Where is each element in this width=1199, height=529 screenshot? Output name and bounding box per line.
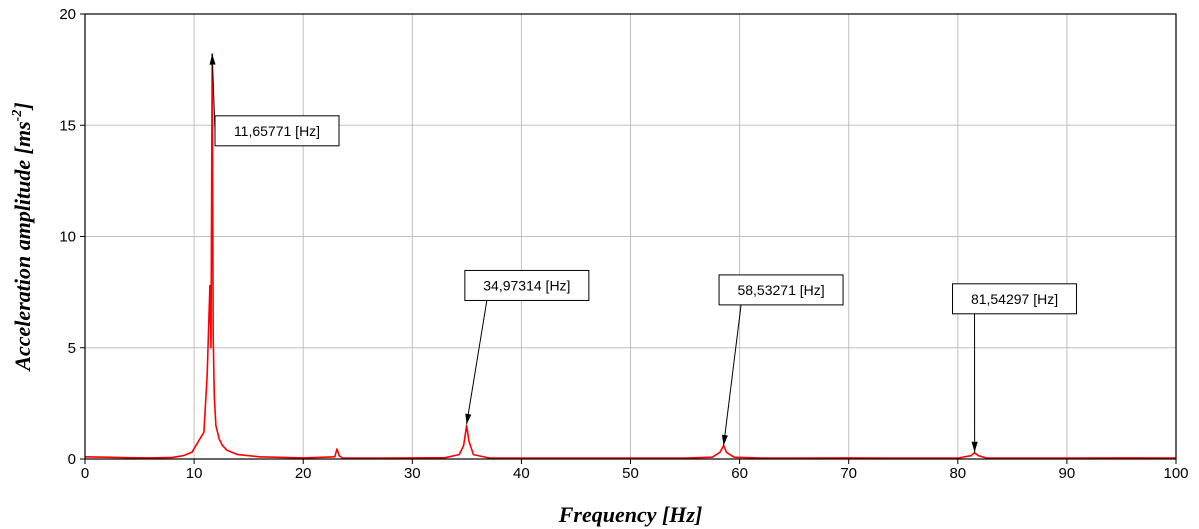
annotation-leader-line [723, 304, 742, 446]
annotation-box [718, 274, 844, 306]
x-tick-label: 100 [1163, 465, 1188, 482]
annotation-label: 34,97314 [Hz] [483, 277, 570, 293]
peak-annotation: 81,54297 [Hz] [952, 283, 1078, 453]
annotation-box [952, 283, 1078, 315]
y-tick-label: 0 [68, 451, 76, 468]
annotation-arrowhead [465, 413, 472, 425]
peak-annotations: 11,65771 [Hz] 34,97314 [Hz] 58,53271 [Hz] 8… [209, 54, 1078, 453]
y-tick-label: 10 [59, 229, 76, 246]
x-axis-ticks: 0 10 20 30 40 50 60 70 80 90 100 [81, 459, 1189, 482]
x-tick-label: 90 [1059, 465, 1076, 482]
annotation-arrowhead [209, 54, 216, 65]
annotation-box [214, 115, 340, 147]
peak-annotation: 34,97314 [Hz] [464, 269, 590, 425]
x-tick-label: 80 [949, 465, 966, 482]
y-axis-title-main: Acceleration amplitude [ms [10, 121, 35, 372]
y-axis-ticks: 0 5 10 15 20 [59, 6, 85, 468]
annotation-arrowhead [721, 434, 728, 446]
series-line-group [84, 53, 1177, 459]
x-tick-label: 40 [513, 465, 530, 482]
peak-annotation: 58,53271 [Hz] [718, 274, 844, 446]
x-axis-title: Frequency [Hz] [558, 502, 703, 527]
annotation-box [464, 269, 590, 301]
x-tick-label: 10 [186, 465, 203, 482]
annotation-leader-line [466, 300, 488, 425]
x-tick-label: 60 [731, 465, 748, 482]
annotation-arrowhead [971, 441, 978, 453]
y-axis-title-superscript: -2 [10, 110, 25, 122]
x-tick-label: 50 [622, 465, 639, 482]
y-tick-label: 5 [68, 340, 76, 357]
series-line [84, 53, 1177, 459]
annotation-label: 11,65771 [Hz] [234, 123, 320, 139]
y-axis-title: Acceleration amplitude [ms-2] [10, 102, 35, 372]
x-tick-label: 70 [840, 465, 857, 482]
x-tick-label: 30 [404, 465, 421, 482]
peak-annotation: 11,65771 [Hz] [209, 54, 340, 147]
annotation-label: 81,54297 [Hz] [971, 291, 1058, 307]
y-axis-title-end: ] [10, 102, 35, 111]
annotation-label: 58,53271 [Hz] [737, 282, 824, 298]
x-tick-label: 20 [295, 465, 312, 482]
x-tick-label: 0 [81, 465, 89, 482]
y-tick-label: 15 [59, 117, 76, 134]
y-tick-label: 20 [59, 6, 76, 23]
